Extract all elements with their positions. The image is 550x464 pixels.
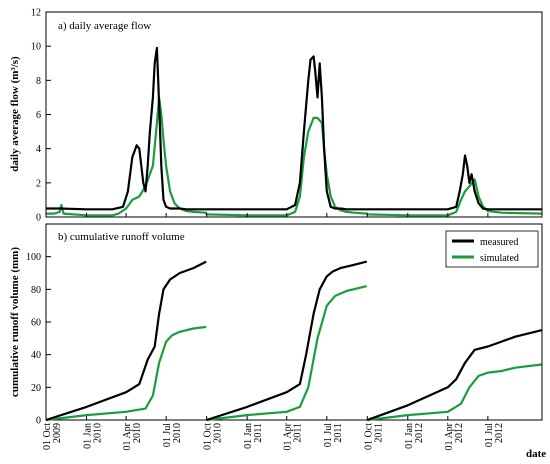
- panel-a-ytick-label: 8: [36, 76, 41, 87]
- panel-a-ytick-label: 2: [36, 178, 41, 189]
- panel-a-title: a) daily average flow: [58, 20, 151, 32]
- x-tick-label: 01 Oct2010: [203, 423, 224, 450]
- panel-b-ylabel: cumulative runoff volume (mm): [9, 247, 21, 397]
- panel-b-ytick-label: 100: [26, 252, 41, 263]
- x-tick-label: 01 Jul2011: [323, 423, 344, 447]
- panel-b-ytick-label: 40: [31, 350, 41, 361]
- panel-b-ytick-label: 80: [31, 285, 41, 296]
- panel-b-plot-area: [45, 260, 542, 422]
- series-line-simulated-segment-1: [45, 325, 207, 422]
- x-tick-label: 01 Jul2010: [162, 423, 183, 447]
- x-axis-label: date: [526, 448, 546, 460]
- series-line-measured-segment-2: [206, 260, 368, 422]
- x-tick-label: 01 Jan2011: [243, 423, 264, 449]
- panel-a-ylabel: daily average flow (m³/s): [9, 56, 21, 172]
- panel-b-ytick-label: 20: [31, 383, 41, 394]
- legend-label-simulated: simulated: [480, 253, 519, 264]
- legend: measured simulated: [445, 230, 539, 268]
- panel-a-plot-area: [46, 46, 542, 217]
- x-tick-label: 01 Apr2010: [122, 422, 143, 450]
- series-line-measured: [46, 46, 542, 211]
- panel-a-ytick-label: 6: [36, 110, 41, 121]
- panel-b-ytick-label: 0: [36, 416, 41, 427]
- x-tick-label: 01 Jul2012: [484, 423, 505, 447]
- panel-a-ytick-label: 4: [36, 144, 41, 155]
- x-tick-label: 01 Jan2012: [404, 423, 425, 449]
- x-tick-label: 01 Oct2009: [42, 423, 63, 450]
- x-tick-label: 01 Jan2010: [82, 423, 103, 449]
- x-tick-label: 01 Apr2011: [283, 422, 304, 450]
- panel-b-yaxis: 0 20 40 60 80 100: [26, 252, 51, 427]
- panel-a-frame: [45, 11, 543, 218]
- panel-b-ytick-label: 60: [31, 318, 41, 329]
- legend-label-measured: measured: [480, 237, 518, 248]
- panel-a-yaxis: 0 2 4 6 8 10 12: [31, 8, 51, 224]
- panel-b-ylabel-text: cumulative runoff volume (mm): [9, 247, 21, 397]
- series-line-simulated-segment-3: [367, 363, 542, 422]
- panel-a-ytick-label: 0: [36, 213, 41, 224]
- x-tick-label: 01 Oct2011: [363, 423, 384, 450]
- series-line-simulated-segment-2: [206, 285, 368, 422]
- series-line-simulated: [46, 96, 542, 217]
- panel-a-ytick-label: 10: [31, 42, 41, 53]
- x-tick-label: 01 Apr2012: [444, 422, 465, 450]
- series-line-measured-segment-3: [366, 329, 542, 422]
- panel-b-xaxis: 01 Oct2009 01 Jan2010 01 Apr2010 01 Jul2010…: [42, 213, 505, 451]
- series-line-measured-segment-1: [45, 260, 207, 422]
- panel-b-title: b) cumulative runoff volume: [58, 231, 185, 243]
- panel-a-ytick-label: 12: [31, 8, 41, 19]
- panel-a-ylabel-text: daily average flow (m³/s): [9, 56, 21, 172]
- legend-box: [445, 230, 539, 268]
